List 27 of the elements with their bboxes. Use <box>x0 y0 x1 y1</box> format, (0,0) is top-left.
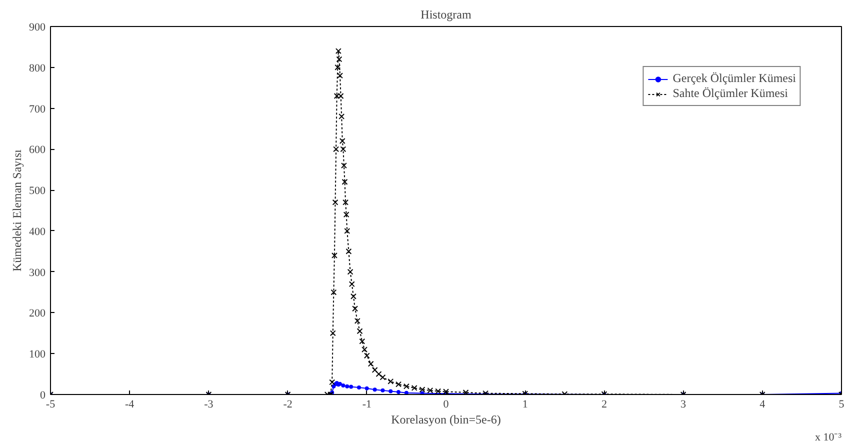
y-axis-title: Kümedeki Eleman Sayısı <box>10 148 24 272</box>
x-tick-label: -2 <box>283 398 292 410</box>
y-tick-label: 0 <box>40 390 46 402</box>
x-axis-title: Korelasyon (bin=5e-6) <box>391 412 501 426</box>
x-tick-label: 4 <box>760 398 766 410</box>
y-tick-label: 200 <box>29 308 46 320</box>
legend-label: Sahte Ölçümler Kümesi <box>672 86 788 101</box>
x-tick-label: 5 <box>838 398 845 410</box>
x-tick-label: -5 <box>46 398 56 410</box>
text: x 10⁻³ <box>814 432 842 443</box>
x-tick-label: 1 <box>522 398 528 410</box>
y-tick-label: 700 <box>29 103 46 116</box>
x-tick-label: -4 <box>125 398 135 410</box>
x-tick-label: -1 <box>362 398 372 410</box>
x-tick-label: 0 <box>443 398 450 410</box>
legend-label: Gerçek Ölçümler Kümesi <box>672 71 796 86</box>
y-tick-label: 600 <box>29 144 46 156</box>
x-tick-label: 2 <box>601 398 607 410</box>
y-tick-label: 500 <box>29 185 46 198</box>
y-tick-label: 100 <box>29 348 46 361</box>
y-tick-label: 300 <box>29 266 46 279</box>
y-tick-label: 400 <box>29 226 46 238</box>
y-tick-label: 800 <box>29 62 46 74</box>
x-tick-label: 3 <box>680 398 687 410</box>
x-tick-label: -3 <box>204 398 214 410</box>
chart-title: Histogram <box>420 8 472 22</box>
y-tick-label: 900 <box>29 22 46 34</box>
